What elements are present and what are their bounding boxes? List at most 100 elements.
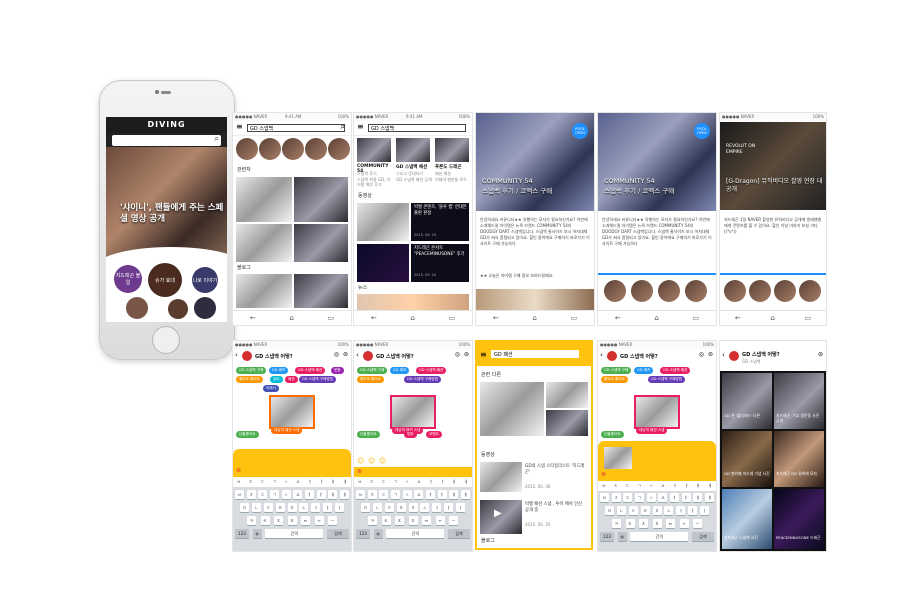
extra-chip-2[interactable]: 방파 [404, 431, 417, 438]
more-icon[interactable]: ⊜ [463, 351, 469, 358]
card-image-3[interactable] [435, 138, 469, 162]
key[interactable]: ㅣ [700, 506, 709, 515]
fashion-search-input[interactable]: GD 패션 [491, 350, 579, 358]
sugg-6[interactable]: ㅕ [428, 479, 433, 484]
card-title-3[interactable]: 푸른도 드래곤 [435, 165, 462, 170]
key[interactable]: ㅍ [408, 516, 418, 525]
extra-chip[interactable]: 난몰좋아요 [601, 431, 624, 438]
gallery-tile-6[interactable] [774, 489, 824, 549]
selected-label[interactable]: 대낮의 패션 스냅 [271, 427, 303, 434]
extra-chip[interactable]: 난몰좋아요 [357, 431, 380, 438]
news-thumb[interactable] [357, 294, 469, 310]
home-icon[interactable]: ⌂ [654, 314, 659, 322]
home-icon[interactable]: ⌂ [532, 314, 537, 322]
chip-8[interactable]: 이래서 [263, 385, 279, 392]
key[interactable]: ㅂ [600, 493, 609, 502]
tabs-icon[interactable]: ▭ [692, 314, 700, 322]
gallery-tile-5[interactable] [722, 489, 772, 549]
back-arrow-icon[interactable]: ‹ [722, 351, 725, 359]
key[interactable]: ㅑ [681, 493, 691, 502]
blog-photo-1[interactable] [236, 274, 292, 308]
emoji-icon-3[interactable]: ☺ [379, 457, 387, 465]
key[interactable]: ㄴ [251, 503, 261, 512]
key[interactable]: ㅇ [628, 506, 638, 515]
tray-circle-1[interactable] [604, 280, 626, 302]
key[interactable]: ㄴ [616, 506, 626, 515]
key[interactable]: ㅛ [414, 490, 424, 499]
profile-circle-2[interactable] [259, 138, 281, 160]
sugg-8[interactable]: ㅐ [452, 479, 457, 484]
key[interactable]: ㅠ [422, 516, 431, 525]
key[interactable]: ㄹ [640, 506, 650, 515]
pool-open-badge[interactable]: POOL OPEN [572, 123, 588, 139]
menu-icon[interactable]: ≡ [357, 122, 364, 131]
search-icon[interactable]: ⌕ [340, 122, 345, 131]
return-key[interactable]: 검색 [326, 529, 349, 538]
input-bar[interactable] [233, 449, 351, 477]
sugg-2[interactable]: ㄷ [260, 479, 265, 484]
key-123[interactable]: 123 [600, 532, 614, 541]
tray-circle-3[interactable] [658, 280, 680, 302]
photo-grid-2[interactable] [294, 177, 348, 222]
fashion-photo-2[interactable] [546, 382, 588, 408]
key[interactable]: ㅐ [693, 493, 703, 502]
key[interactable]: ㅊ [274, 516, 283, 525]
key[interactable]: ㅔ [460, 490, 470, 499]
video-thumb-2[interactable] [357, 244, 409, 282]
phone-headline[interactable]: '샤이니', 팬들에게 주는 스페셜 영상 공개 [120, 203, 224, 224]
key[interactable]: ㅔ [339, 490, 349, 499]
key[interactable]: ㅓ [311, 503, 321, 512]
key[interactable]: ㅁ [605, 506, 614, 515]
key[interactable]: ㄹ [275, 503, 285, 512]
globe-key[interactable]: ◍ [252, 529, 262, 538]
fashion-item1-title[interactable]: GD의 스냅 스타일리스트 '지드래곤' [525, 464, 585, 475]
sugg-9[interactable]: ㅔ [343, 479, 347, 484]
key[interactable]: ㅇ [384, 503, 394, 512]
chip-7[interactable]: GD 스냅백 구매방법 [648, 376, 685, 383]
back-icon[interactable]: ← [249, 314, 256, 322]
globe-key[interactable]: ◍ [617, 532, 627, 541]
emoji-icon-2[interactable]: ☺ [368, 457, 376, 465]
chip-2[interactable]: GD 스냅백 패션 [295, 367, 326, 374]
key[interactable]: ㅕ [304, 490, 314, 499]
more-icon[interactable]: ⊜ [707, 351, 713, 358]
sugg-9[interactable]: ㅔ [708, 483, 712, 488]
key[interactable]: ㅍ [652, 519, 662, 528]
sugg-7[interactable]: ㅑ [319, 479, 324, 484]
search-input[interactable]: GD 스냅백 [247, 124, 345, 132]
mv-circle-3[interactable] [774, 280, 796, 302]
back-arrow-icon[interactable]: ‹ [356, 351, 359, 359]
sugg-1[interactable]: ㅈ [369, 479, 374, 484]
key[interactable]: ㅠ [301, 516, 310, 525]
key[interactable]: ㅑ [316, 490, 326, 499]
chip-0[interactable]: GD 스냅백 구매 [601, 367, 632, 374]
key[interactable]: ㅁ [240, 503, 249, 512]
chip-1[interactable]: GD 레즈 [634, 367, 654, 374]
key[interactable]: ㅗ [299, 503, 309, 512]
key[interactable]: ㅈ [611, 493, 621, 502]
key[interactable]: ㅎ [408, 503, 418, 512]
key[interactable]: ㄷ [623, 493, 633, 502]
back-arrow-icon[interactable]: ‹ [235, 351, 238, 359]
gallery-tile-4[interactable] [774, 431, 824, 487]
key-123[interactable]: 123 [235, 529, 249, 538]
key[interactable]: ㅋ [612, 519, 621, 528]
key[interactable]: ㅡ [328, 516, 337, 525]
sugg-5[interactable]: ㅛ [417, 479, 421, 484]
key[interactable]: ㅌ [381, 516, 391, 525]
sugg-0[interactable]: ㅂ [602, 483, 606, 488]
phone-bubble-4[interactable] [126, 297, 148, 319]
selected-label[interactable]: 대낮의 패션 스냅 [392, 427, 424, 434]
key[interactable]: ㅠ [666, 519, 675, 528]
close-icon[interactable]: ⊗ [236, 467, 242, 474]
key[interactable]: ㅡ [693, 519, 702, 528]
sugg-6[interactable]: ㅕ [672, 483, 677, 488]
fashion-photo-1[interactable] [480, 382, 544, 436]
chip-4[interactable]: 좋아요 좋아요 [236, 376, 263, 383]
video2-title[interactable]: 지드래곤 콘서트 "PEACEMINUSONE" 후기 [414, 246, 465, 257]
search-input[interactable]: GD 스냅백 [368, 124, 466, 132]
key[interactable]: ㅂ [235, 490, 244, 499]
sugg-4[interactable]: ㅅ [405, 479, 409, 484]
key[interactable]: ㅕ [425, 490, 435, 499]
pool-open-badge[interactable]: POOL OPEN [694, 123, 710, 139]
